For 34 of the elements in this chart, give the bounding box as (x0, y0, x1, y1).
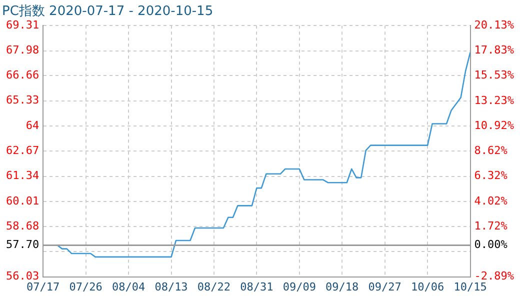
y2-tick-label: 10.92% (474, 118, 514, 132)
y-tick-label: 58.68 (6, 220, 40, 233)
x-tick-label: 10/15 (454, 280, 487, 294)
y-tick-label: 56.03 (6, 270, 40, 283)
y2-tick-label: 13.23% (474, 94, 514, 107)
y2-tick-label: 6.32% (474, 169, 508, 182)
y2-tick-label: 1.72% (474, 219, 508, 232)
y-tick-label: 61.34 (6, 169, 40, 182)
y2-tick-label: 4.02% (474, 194, 508, 208)
y-tick-label: 66.66 (6, 68, 40, 82)
y-tick-label: 60.01 (6, 194, 40, 208)
ref-line-label: 57.70 (6, 238, 40, 252)
y2-tick-label: 0.00% (474, 238, 508, 252)
y2-tick-label: 8.62% (474, 144, 508, 158)
y-tick-label: 67.98 (6, 44, 40, 57)
y2-tick-label: 17.83% (474, 44, 514, 57)
x-tick-label: 07/17 (26, 280, 60, 294)
x-tick-label: 10/06 (410, 280, 444, 294)
y-tick-label: 62.67 (6, 144, 40, 158)
x-tick-label: 08/22 (197, 280, 231, 294)
x-tick-label: 07/26 (69, 280, 102, 294)
y-tick-label: 65.33 (6, 94, 40, 107)
x-tick-label: 08/04 (112, 280, 146, 294)
y2-tick-label: 20.13% (474, 18, 514, 32)
x-tick-label: 09/27 (368, 280, 402, 294)
chart-title: PC指数 2020-07-17 - 2020-10-15 (2, 4, 214, 20)
x-tick-label: 08/31 (240, 280, 274, 294)
y-tick-label: 69.31 (6, 18, 40, 32)
y2-tick-label: -2.89% (474, 270, 514, 283)
x-tick-label: 09/09 (282, 280, 316, 294)
x-tick-label: 08/13 (154, 280, 188, 294)
y2-tick-label: 15.53% (474, 68, 514, 82)
y-tick-label: 64 (26, 118, 40, 132)
x-tick-label: 09/18 (326, 280, 359, 294)
